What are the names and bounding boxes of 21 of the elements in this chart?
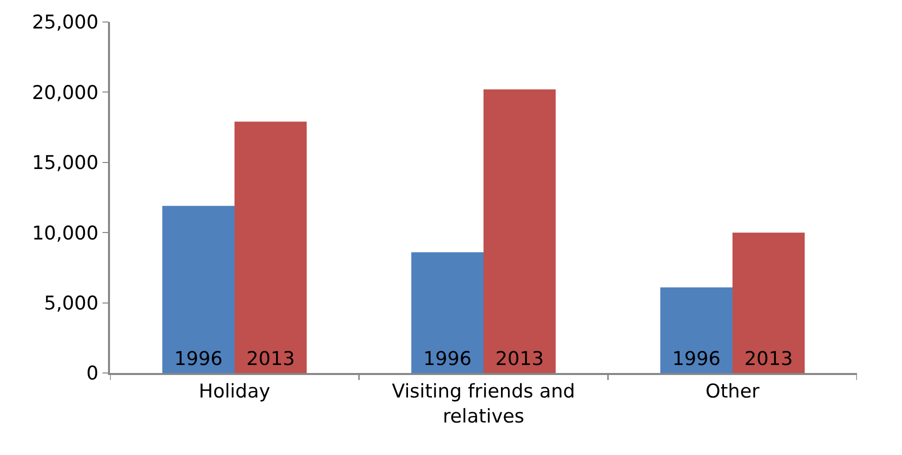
bar xyxy=(234,122,307,373)
x-tick-label: Holiday xyxy=(198,380,270,403)
bar xyxy=(732,232,805,373)
y-tick-label: 5,000 xyxy=(44,292,98,314)
text: 1996 xyxy=(423,348,472,370)
x-tick-label: Visiting friends and relatives xyxy=(392,380,576,428)
y-tick-label: 10,000 xyxy=(32,222,98,244)
bar xyxy=(411,252,484,373)
series-label: 1996 xyxy=(174,348,223,370)
bar xyxy=(162,206,234,373)
text: 2013 xyxy=(744,348,793,370)
y-tick-label: 15,000 xyxy=(32,152,98,174)
y-tick-label: 25,000 xyxy=(32,12,98,34)
y-tick-label: 20,000 xyxy=(32,82,98,104)
y-tick-label: 0 xyxy=(86,362,98,385)
text: 1996 xyxy=(672,348,721,370)
bar xyxy=(484,89,556,373)
text: 2013 xyxy=(495,348,544,370)
series-label: 2013 xyxy=(246,348,295,370)
bar xyxy=(660,287,732,373)
x-tick-label: Other xyxy=(706,380,760,403)
